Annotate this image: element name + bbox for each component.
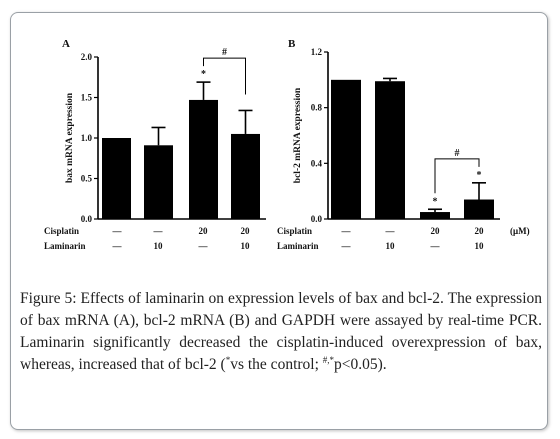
panel-a-bar [144, 145, 173, 219]
panel-b-condition-value: — [341, 241, 352, 251]
panel-a-condition-value: — [112, 226, 123, 236]
panel-a-ytick-label: 2.0 [81, 52, 93, 62]
caption-text: Effects of laminarin on expression level… [20, 290, 542, 373]
panel-b-ytick-label: 0.8 [311, 103, 323, 113]
panel-a-condition-label: Laminarin [44, 241, 86, 251]
figure-frame [10, 12, 548, 430]
panel-a-bar [189, 99, 218, 219]
caption-sup-star: * [225, 354, 231, 365]
chart-figure: A 0.0 0.5 1.0 1.5 2.0 bax mRNA expression * # Cis… [44, 38, 530, 251]
panel-a-condition-value: — [198, 241, 209, 251]
panel-a-ylabel: bax mRNA expression [65, 92, 75, 183]
panel-b-bar [420, 212, 450, 219]
panel-b-significance-bracket [434, 158, 480, 194]
panel-a-bracket-label: # [222, 47, 227, 58]
caption-label: Figure 5: [20, 290, 77, 307]
figure-caption: Figure 5: Effects of laminarin on expres… [20, 288, 542, 376]
panel-a-condition-value: — [153, 226, 164, 236]
panel-b-ytick-label: 0.0 [311, 214, 323, 224]
caption-sup-hash: #,* [322, 354, 335, 365]
panel-b-ylabel: bcl-2 mRNA expression [293, 87, 303, 183]
panel-a-condition-label: Cisplatin [44, 226, 79, 236]
panel-a-ytick-label: 1.5 [81, 93, 93, 103]
panel-b-condition-label: Laminarin [277, 241, 319, 251]
panel-a-condition-value: 10 [241, 241, 251, 251]
panel-a-significance-bracket [203, 57, 246, 95]
panel-b-condition-value: 10 [386, 241, 396, 251]
caption-end: p<0.05). [334, 356, 387, 373]
panel-a-ytick-label: 0.5 [81, 174, 93, 184]
panel-b-condition-value: 10 [475, 241, 485, 251]
panel-b-unit-label: (μM) [510, 226, 530, 236]
panel-b-bar [331, 79, 361, 219]
panel-b-significance-star: * [477, 170, 482, 181]
panel-a-significance-star: * [201, 69, 206, 80]
panel-a-bar [102, 138, 131, 219]
panel-b-ytick-label: 1.2 [311, 47, 323, 57]
panel-b-condition-value: — [341, 226, 352, 236]
panel-b-ytick-label: 0.4 [311, 158, 323, 168]
panel-b-significance-star: * [433, 196, 438, 207]
panel-a-bar [231, 133, 260, 219]
panel-a-condition-value: 20 [241, 226, 251, 236]
panel-b-condition-value: 20 [431, 226, 441, 236]
panel-b-bar [464, 199, 494, 219]
panel-b-condition-label: Cisplatin [277, 226, 312, 236]
panel-a-condition-value: — [112, 241, 123, 251]
panel-a-condition-value: 10 [154, 241, 164, 251]
panel-b-condition-value: — [385, 226, 396, 236]
caption-mid: vs the control; [230, 356, 323, 373]
panel-a-letter: A [62, 38, 70, 50]
panel-a-condition-value: 20 [199, 226, 209, 236]
panel-b-condition-value: 20 [475, 226, 485, 236]
panel-b-bar [375, 81, 405, 219]
panel-b-letter: B [288, 38, 296, 50]
panel-a-ytick-label: 0.0 [81, 214, 93, 224]
panel-b-condition-value: — [430, 241, 441, 251]
panel-a-ytick-label: 1.0 [81, 133, 93, 143]
panel-b-bracket-label: # [455, 148, 460, 159]
